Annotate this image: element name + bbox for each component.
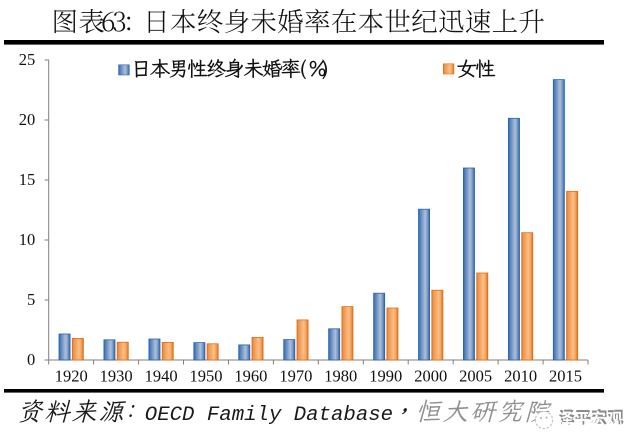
svg-text:1950: 1950 xyxy=(190,367,223,386)
svg-text:20: 20 xyxy=(19,110,36,129)
svg-text:1970: 1970 xyxy=(279,367,312,386)
svg-text:5: 5 xyxy=(27,290,35,309)
svg-text:1990: 1990 xyxy=(369,367,402,386)
svg-text:10: 10 xyxy=(19,230,36,249)
svg-text:1960: 1960 xyxy=(234,367,267,386)
svg-text:OECD Family Database: OECD Family Database xyxy=(145,404,393,427)
svg-text:1920: 1920 xyxy=(55,367,88,386)
svg-text:2005: 2005 xyxy=(459,367,492,386)
svg-text:25: 25 xyxy=(19,50,36,69)
svg-text:2000: 2000 xyxy=(414,367,447,386)
svg-text:15: 15 xyxy=(19,170,36,189)
svg-text:2015: 2015 xyxy=(549,367,582,386)
svg-text:1940: 1940 xyxy=(145,367,178,386)
svg-text:2010: 2010 xyxy=(504,367,537,386)
svg-text:1980: 1980 xyxy=(324,367,357,386)
svg-text:0: 0 xyxy=(27,350,35,369)
svg-text:1930: 1930 xyxy=(100,367,133,386)
